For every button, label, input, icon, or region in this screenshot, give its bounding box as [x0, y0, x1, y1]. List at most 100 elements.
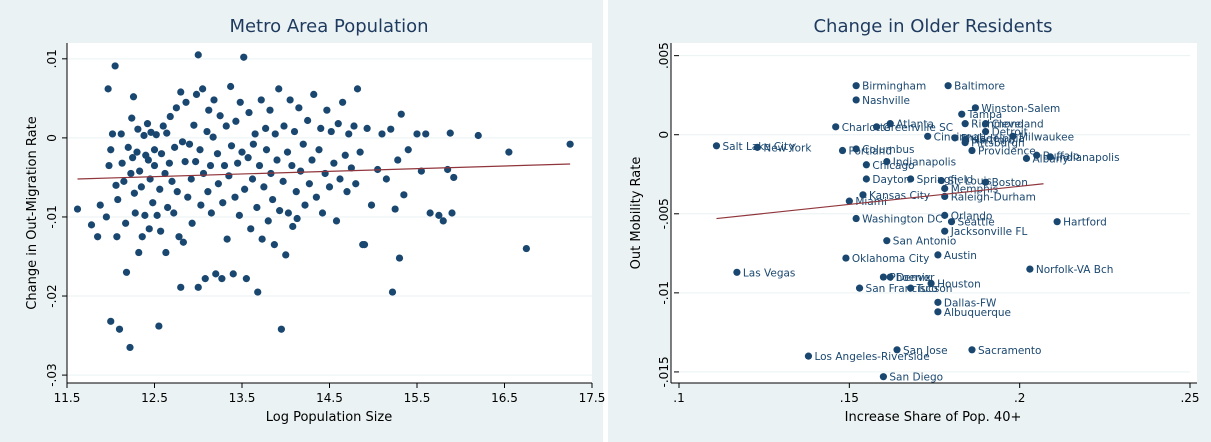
scatter-point: [318, 209, 327, 217]
scatter-point: [218, 275, 226, 283]
scatter-point: [227, 142, 236, 150]
scatter-point: [225, 172, 233, 180]
scatter-point: [238, 148, 246, 156]
scatter-point: [150, 161, 159, 170]
scatter-point: [387, 125, 395, 133]
scatter-point: [262, 124, 270, 132]
y-tick-label: -.03: [45, 363, 59, 386]
scatter-point: [283, 148, 292, 156]
scatter-point: [171, 143, 179, 151]
scatter-point: [968, 346, 976, 354]
scatter-point: [332, 217, 341, 225]
scatter-point: [206, 161, 215, 170]
scatter-point: [968, 146, 976, 155]
scatter-point: [872, 123, 881, 131]
scatter-point: [143, 120, 152, 128]
scatter-point: [159, 122, 167, 130]
point-label: Baltimore: [954, 81, 1005, 93]
scatter-point: [275, 85, 283, 93]
scatter-point: [947, 218, 956, 226]
scatter-point: [879, 373, 888, 381]
scatter-point: [135, 248, 143, 257]
scatter-point: [184, 193, 192, 201]
scatter-point: [141, 211, 149, 219]
right-fit-line: [716, 183, 1044, 220]
scatter-point: [247, 225, 255, 233]
scatter-point: [1033, 151, 1041, 159]
x-tick-label: 15.5: [404, 391, 431, 405]
scatter-point: [166, 112, 174, 121]
scatter-point: [395, 254, 404, 262]
scatter-point: [753, 143, 761, 151]
scatter-point: [199, 169, 208, 178]
y-tick-label: .01: [45, 49, 59, 68]
scatter-point: [150, 146, 159, 154]
scatter-point: [126, 343, 134, 352]
scatter-point: [140, 131, 148, 140]
scatter-point: [188, 219, 196, 227]
scatter-point: [367, 201, 376, 209]
scatter-point: [254, 288, 262, 296]
scatter-point: [842, 254, 850, 262]
point-label: Greenville SC: [883, 122, 954, 134]
scatter-point: [907, 284, 915, 292]
scatter-point: [197, 201, 205, 209]
scatter-point: [391, 205, 399, 213]
right-chart-panel: Change in Older Residents Increase Share…: [608, 0, 1211, 442]
point-label: Pittsburgh: [971, 138, 1024, 150]
scatter-point: [177, 88, 185, 96]
scatter-point: [240, 53, 248, 61]
scatter-point: [185, 140, 194, 148]
scatter-point: [276, 207, 284, 215]
scatter-point: [277, 325, 285, 333]
scatter-point: [982, 120, 990, 128]
scatter-point: [961, 120, 969, 128]
point-label: Dallas-FW: [944, 297, 997, 309]
scatter-point: [219, 199, 227, 207]
point-label: San Diego: [889, 372, 943, 384]
scatter-point: [253, 203, 261, 212]
scatter-point: [971, 104, 979, 112]
scatter-point: [961, 139, 969, 147]
scatter-point: [214, 180, 222, 188]
scatter-point: [212, 270, 220, 278]
point-label: Portland: [849, 146, 893, 158]
point-label: Oklahoma City: [852, 253, 929, 265]
scatter-point: [295, 104, 303, 112]
scatter-point: [204, 188, 212, 196]
scatter-point: [941, 184, 949, 193]
scatter-point: [194, 283, 202, 291]
scatter-point: [352, 180, 360, 188]
scatter-point: [282, 251, 290, 259]
scatter-point: [165, 159, 173, 167]
scatter-point: [934, 251, 942, 259]
scatter-point: [213, 150, 222, 158]
scatter-point: [104, 85, 112, 93]
left-chart-title: Metro Area Population: [229, 16, 428, 37]
scatter-point: [400, 191, 408, 199]
point-label: Hartford: [1063, 217, 1107, 229]
point-label: Milwaukee: [1019, 131, 1074, 143]
point-label: Phoenix: [889, 272, 931, 284]
scatter-point: [216, 112, 224, 120]
scatter-point: [170, 209, 178, 217]
scatter-point: [289, 222, 297, 231]
point-label: Springfield: [917, 174, 974, 186]
x-tick-label: 16.5: [491, 391, 518, 405]
scatter-point: [290, 127, 299, 136]
scatter-point: [136, 167, 144, 175]
scatter-point: [378, 130, 386, 138]
x-tick-label: .25: [1180, 391, 1199, 405]
scatter-point: [133, 148, 141, 156]
scatter-point: [152, 131, 160, 139]
scatter-point: [893, 346, 901, 354]
scatter-point: [235, 211, 243, 219]
scatter-point: [941, 227, 949, 235]
y-tick-label: 0: [45, 134, 59, 142]
y-tick-label: 0: [657, 131, 671, 139]
left-chart-panel: Metro Area Population Log Population Siz…: [0, 0, 605, 442]
scatter-point: [270, 241, 278, 249]
x-tick-label: 12.5: [141, 391, 168, 405]
scatter-point: [178, 138, 187, 146]
point-label: Atlanta: [896, 119, 934, 131]
